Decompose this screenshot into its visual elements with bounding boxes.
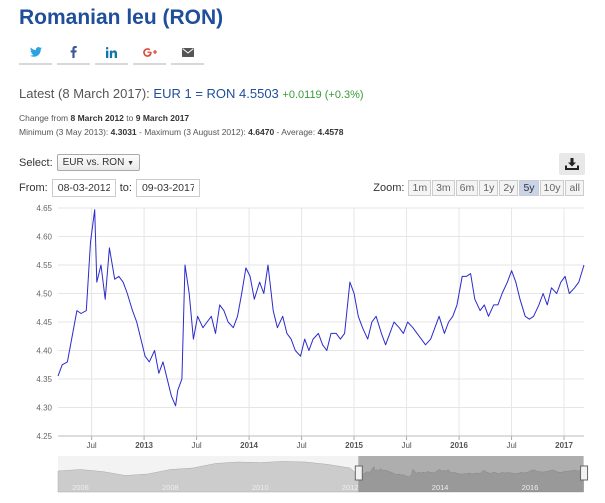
y-tick-label: 4.50 (36, 290, 52, 299)
average-label: - Average: (276, 127, 316, 137)
y-tick-label: 4.55 (36, 261, 52, 270)
twitter-icon (29, 47, 42, 57)
zoom-button-3m[interactable]: 3m (432, 180, 455, 196)
change-to-date: 9 March 2017 (135, 113, 190, 123)
page-title: Romanian leu (RON) (19, 6, 224, 29)
change-range-text: Change from 8 March 2012 to 9 March 2017 (19, 113, 189, 123)
navigator-year-label: 2008 (162, 483, 179, 492)
linkedin-icon (106, 46, 117, 58)
zoom-button-5y[interactable]: 5y (519, 180, 539, 196)
x-tick-label: 2014 (240, 441, 258, 450)
change-to-word: to (126, 113, 134, 123)
navigator-right-handle[interactable] (580, 465, 589, 481)
google-plus-share-button[interactable] (133, 41, 166, 65)
x-tick-label: 2015 (345, 441, 363, 450)
change-from-date: 8 March 2012 (70, 113, 124, 123)
select-label: Select: (19, 156, 53, 169)
x-tick-label: 2017 (555, 441, 573, 450)
x-tick-label: 2013 (135, 441, 153, 450)
y-tick-label: 4.35 (36, 375, 52, 384)
navigator-series-area (57, 461, 584, 493)
navigator-left-handle[interactable] (354, 465, 363, 481)
zoom-controls: Zoom: 1m 3m 6m 1y 2y 5y 10y all (373, 180, 584, 196)
currency-pair-value: EUR vs. RON (62, 157, 125, 168)
x-tick-label: Jul (506, 441, 516, 450)
facebook-icon (70, 46, 77, 58)
y-tick-label: 4.45 (36, 318, 52, 327)
facebook-share-button[interactable] (57, 41, 90, 65)
chevron-down-icon: ▼ (127, 160, 135, 167)
linkedin-share-button[interactable] (95, 41, 128, 65)
date-range: From: to: (19, 179, 200, 197)
zoom-label: Zoom: (373, 182, 405, 194)
y-tick-label: 4.60 (36, 233, 52, 242)
minimum-value: 4.3031 (110, 127, 137, 137)
x-tick-label: Jul (191, 441, 201, 450)
y-tick-label: 4.25 (36, 432, 52, 441)
exchange-rate-chart: 4.25 4.30 4.35 4.40 4.45 4.50 4.55 4.60 4.65 Jul 2… (36, 204, 585, 450)
email-share-button[interactable] (171, 41, 204, 65)
change-prefix: Change from (19, 113, 69, 123)
navigator-year-label: 2010 (252, 483, 269, 492)
y-tick-label: 4.65 (36, 204, 52, 213)
minimum-label: Minimum (3 May 2013): (19, 127, 109, 137)
x-tick-label: 2016 (450, 441, 468, 450)
navigator-selected-range[interactable] (358, 456, 584, 492)
google-plus-icon (142, 48, 157, 57)
zoom-button-6m[interactable]: 6m (455, 180, 479, 196)
y-tick-label: 4.30 (36, 404, 52, 413)
navigator-year-label: 2014 (432, 483, 449, 492)
y-tick-label: 4.40 (36, 347, 52, 356)
to-date-input[interactable] (135, 179, 200, 197)
navigator-year-label: 2012 (342, 483, 359, 492)
latest-change: +0.0119 (+0.3%) (282, 89, 364, 101)
x-tick-label: Jul (86, 441, 96, 450)
x-tick-label: Jul (296, 441, 306, 450)
zoom-button-10y[interactable]: 10y (539, 180, 565, 196)
to-label: to: (119, 182, 132, 194)
series-line-eur-ron (57, 209, 585, 407)
x-tick-label: Jul (401, 441, 411, 450)
share-bar (19, 41, 204, 65)
download-button[interactable] (559, 153, 585, 175)
zoom-button-all[interactable]: all (565, 180, 584, 196)
email-icon (181, 47, 194, 57)
from-label: From: (19, 182, 48, 194)
min-max-average-text: Minimum (3 May 2013): 4.3031 - Maximum (… (19, 127, 344, 137)
currency-pair-select[interactable]: EUR vs. RON ▼ (56, 154, 141, 171)
navigator-year-label: 2016 (522, 483, 539, 492)
zoom-button-2y[interactable]: 2y (499, 180, 519, 196)
maximum-label: - Maximum (3 August 2012): (139, 127, 246, 137)
twitter-share-button[interactable] (19, 41, 52, 65)
maximum-value: 4.6470 (248, 127, 275, 137)
zoom-button-1m[interactable]: 1m (408, 180, 432, 196)
latest-rate: Latest (8 March 2017): EUR 1 = RON 4.550… (19, 86, 364, 101)
average-value: 4.4578 (317, 127, 344, 137)
zoom-button-1y[interactable]: 1y (479, 180, 499, 196)
download-icon (565, 158, 579, 170)
range-navigator[interactable]: 2006 2008 2010 2012 2014 2016 (0, 452, 605, 496)
from-date-input[interactable] (51, 179, 116, 197)
latest-rate-value: EUR 1 = RON 4.5503 (153, 86, 279, 101)
latest-label: Latest (8 March 2017): (19, 86, 150, 101)
pair-selector: Select: EUR vs. RON ▼ (19, 154, 141, 171)
navigator-year-label: 2006 (72, 483, 89, 492)
